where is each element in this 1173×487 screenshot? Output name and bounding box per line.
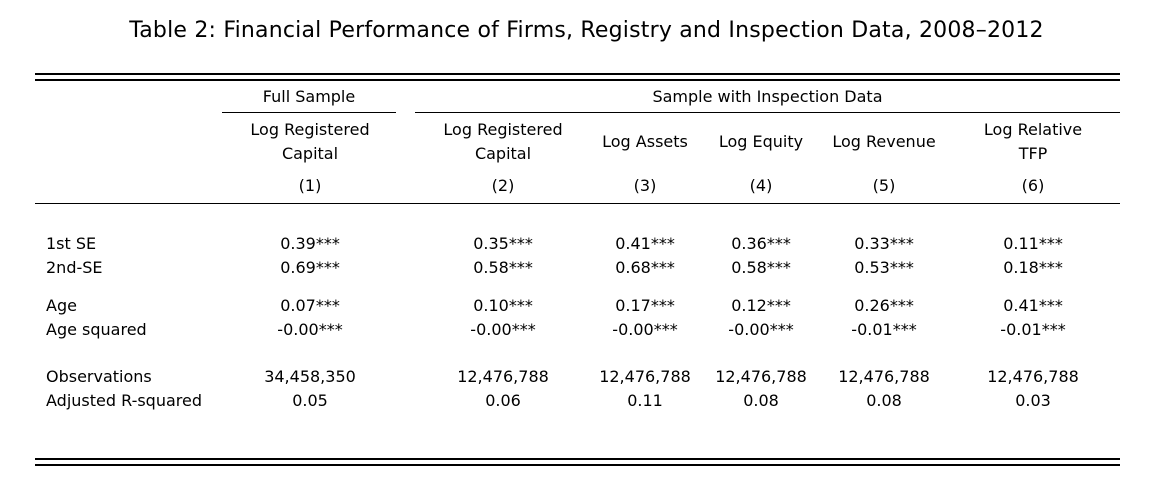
row-label: 1st SE [46, 234, 97, 253]
column-number: (2) [491, 176, 515, 195]
table-cell: 0.03 [1015, 391, 1051, 410]
table-cell: 0.41*** [615, 234, 675, 253]
table-cell: 0.11 [627, 391, 663, 410]
table-cell: 0.58*** [731, 258, 791, 277]
bottom-rule-2 [35, 464, 1120, 466]
group-header-inspection-sample: Sample with Inspection Data [652, 87, 883, 106]
column-header-line1: Log Registered [250, 120, 370, 139]
column-header-line1: Log Relative [983, 120, 1083, 139]
table-cell: -0.01*** [851, 320, 917, 339]
table-cell: 0.33*** [854, 234, 914, 253]
column-number: (3) [633, 176, 657, 195]
table-cell: 0.68*** [615, 258, 675, 277]
group-rule-full-sample [222, 112, 396, 113]
table-cell: -0.01*** [1000, 320, 1066, 339]
table-cell: -0.00*** [612, 320, 678, 339]
table-cell: 12,476,788 [838, 367, 930, 386]
table-cell: 12,476,788 [599, 367, 691, 386]
table-cell: 0.06 [485, 391, 521, 410]
column-header: Log Revenue [832, 132, 936, 151]
column-header-line2: Capital [474, 144, 532, 163]
table-cell: 12,476,788 [715, 367, 807, 386]
group-header-full-sample: Full Sample [262, 87, 356, 106]
header-rule [35, 203, 1120, 204]
top-rule-2 [35, 79, 1120, 81]
column-number: (1) [298, 176, 322, 195]
row-label: Adjusted R-squared [46, 391, 203, 410]
column-number: (4) [749, 176, 773, 195]
table-cell: 0.11*** [1003, 234, 1063, 253]
column-header-line2: Capital [281, 144, 339, 163]
table-cell: -0.00*** [277, 320, 343, 339]
column-header-line2: TFP [1018, 144, 1048, 163]
row-label: Age squared [46, 320, 147, 339]
table-cell: 34,458,350 [264, 367, 356, 386]
table-cell: 0.12*** [731, 296, 791, 315]
table-cell: 0.58*** [473, 258, 533, 277]
row-label: 2nd-SE [46, 258, 103, 277]
column-number: (5) [872, 176, 896, 195]
table-cell: 0.35*** [473, 234, 533, 253]
column-number: (6) [1021, 176, 1045, 195]
table-cell: 0.17*** [615, 296, 675, 315]
column-header: Log Assets [602, 132, 688, 151]
row-label: Age [46, 296, 77, 315]
table-cell: 0.26*** [854, 296, 914, 315]
table-cell: -0.00*** [470, 320, 536, 339]
table-cell: -0.00*** [728, 320, 794, 339]
column-header: Log Equity [718, 132, 804, 151]
table-cell: 0.07*** [280, 296, 340, 315]
table-title: Table 2: Financial Performance of Firms,… [129, 18, 1044, 43]
table-cell: 0.41*** [1003, 296, 1063, 315]
table-cell: 0.08 [866, 391, 902, 410]
table-cell: 0.69*** [280, 258, 340, 277]
table-cell: 0.18*** [1003, 258, 1063, 277]
table-cell: 0.36*** [731, 234, 791, 253]
table-cell: 0.53*** [854, 258, 914, 277]
table-cell: 0.10*** [473, 296, 533, 315]
bottom-rule-1 [35, 458, 1120, 460]
table-cell: 0.08 [743, 391, 779, 410]
table-cell: 0.39*** [280, 234, 340, 253]
group-rule-inspection-sample [415, 112, 1120, 113]
row-label: Observations [46, 367, 152, 386]
table-cell: 0.05 [292, 391, 328, 410]
top-rule-1 [35, 73, 1120, 75]
table-cell: 12,476,788 [987, 367, 1079, 386]
table-cell: 12,476,788 [457, 367, 549, 386]
column-header-line1: Log Registered [443, 120, 563, 139]
